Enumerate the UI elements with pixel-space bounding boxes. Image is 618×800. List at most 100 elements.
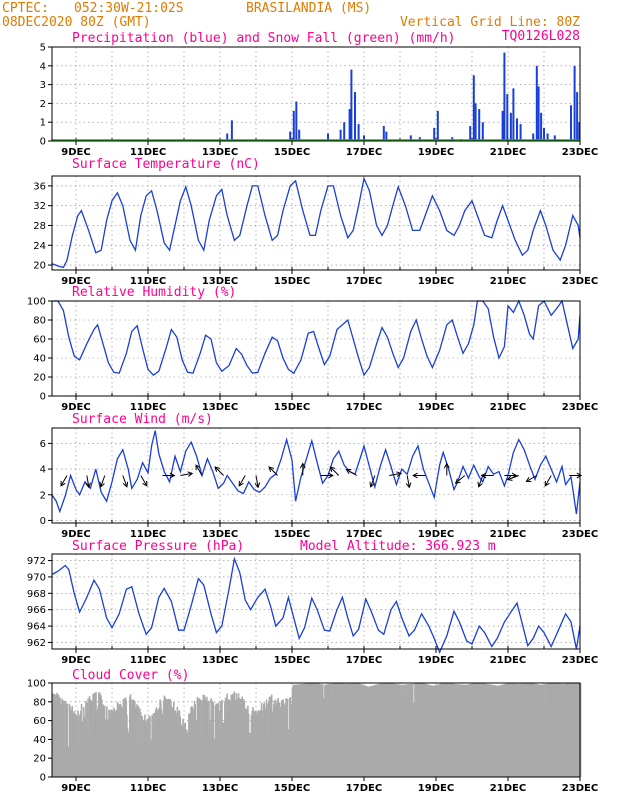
wind-vector-head [214,466,221,472]
panels: Precipitation (blue) and Snow Fall (gree… [27,31,598,794]
x-tick-label: 21DEC [490,655,526,666]
x-tick-label: 13DEC [202,276,238,287]
precip-bar [469,125,472,141]
wind-vector [60,475,68,487]
wind-vector [405,475,412,489]
x-tick-label: 15DEC [274,529,310,540]
header-grid-note: Vertical Grid Line: 80Z [400,15,580,30]
x-tick-label: 17DEC [346,147,382,158]
precip-bar [516,118,519,141]
wind-vector-head [328,472,334,479]
precip-bar [543,127,546,141]
panel-pressure: Surface Pressure (hPa) Model Altitude: 36… [27,539,598,666]
header-code: TQ0126L028 [502,29,580,44]
precip-bar [519,124,522,141]
precip-bar [348,109,351,141]
cloud-bar [85,701,87,777]
x-tick-label: 13DEC [202,655,238,666]
x-tick-label: 15DEC [274,276,310,287]
x-tick-label: 11DEC [130,276,166,287]
wind-vector [454,475,466,484]
x-tick-label: 19DEC [418,147,454,158]
panel-annotation: Model Altitude: 366.923 m [300,539,496,554]
x-tick-label: 21DEC [490,402,526,413]
x-tick-label: 19DEC [418,529,454,540]
x-tick-label: 13DEC [202,529,238,540]
y-tick-label: 24 [33,241,46,252]
y-tick-label: 1 [40,118,46,129]
wind-vector-head [142,480,148,487]
x-tick-label: 21DEC [490,276,526,287]
y-tick-label: 3 [40,80,46,91]
cloud-bar [82,707,85,777]
wind-vector [254,475,261,489]
wind-vector [369,475,376,488]
wind-vector-head [576,472,583,479]
wind-vector [525,475,538,483]
precip-bar [350,69,353,141]
wind-vector-head [506,475,513,481]
panel-frame [51,427,581,524]
rh-line [51,299,581,377]
x-tick-label: 11DEC [130,147,166,158]
precip-bar [363,135,366,141]
cloud-bar [62,700,65,777]
wind-vector-head [525,476,532,483]
precip-bar [298,129,301,141]
precip-bar [343,122,346,141]
x-tick-label: 17DEC [346,529,382,540]
wind-vector-head [477,481,483,488]
panel-frame [51,300,581,397]
x-tick-label: 23DEC [562,655,598,666]
wind-vector [389,471,403,477]
precip-bar [503,52,506,141]
wind-vector-head [329,466,336,472]
y-tick-label: 962 [27,638,46,649]
wind-vector-shaft [389,472,402,476]
wind-vector-head [122,481,129,488]
cloud-bar [231,693,234,777]
panel-title: Surface Pressure (hPa) [72,539,244,554]
x-tick-label: 19DEC [418,402,454,413]
precip-bar [289,131,292,141]
y-tick-label: 100 [27,679,46,690]
wind-vector-head [480,472,487,479]
x-tick-label: 13DEC [202,783,238,794]
x-tick-label: 11DEC [130,783,166,794]
wind-vector-shaft [507,475,519,481]
precip-bar [478,109,481,141]
wind-vector [162,472,176,479]
wind-vector-head [187,471,194,477]
panel-cloud: Cloud Cover (%) 0 20 40 60 80 100 9DEC 11DEC 13DE… [27,668,598,794]
panel-frame [51,175,581,271]
cloud-bar [109,709,112,777]
x-tick-label: 19DEC [418,655,454,666]
x-tick-label: 21DEC [490,529,526,540]
y-tick-label: 964 [27,622,46,633]
x-tick-label: 23DEC [562,402,598,413]
precip-bar [226,133,229,141]
panel-temp: Surface Temperature (nC) 20 24 28 32 36 9DEC 11… [33,157,598,287]
header-source: CPTEC: [2,1,49,16]
wind-vector-head [254,482,261,489]
y-tick-label: 2 [40,99,46,110]
y-tick-label: 100 [27,297,46,308]
precip-bar [295,101,298,141]
wind-vector [195,464,203,476]
precip-bar [436,110,439,141]
precip-bar [535,65,538,141]
y-tick-label: 20 [33,754,46,765]
x-tick-label: 23DEC [562,783,598,794]
y-tick-label: 40 [33,354,46,365]
x-tick-label: 9DEC [61,529,90,540]
wind-vector [345,468,358,476]
panel-frame [51,553,581,650]
wind-vector [180,471,194,477]
precip-bar [472,75,475,141]
y-tick-label: 0 [40,137,46,148]
wind-vector-head [443,462,450,469]
x-tick-label: 23DEC [562,147,598,158]
wind-vector-head [412,472,418,479]
x-tick-label: 17DEC [346,783,382,794]
